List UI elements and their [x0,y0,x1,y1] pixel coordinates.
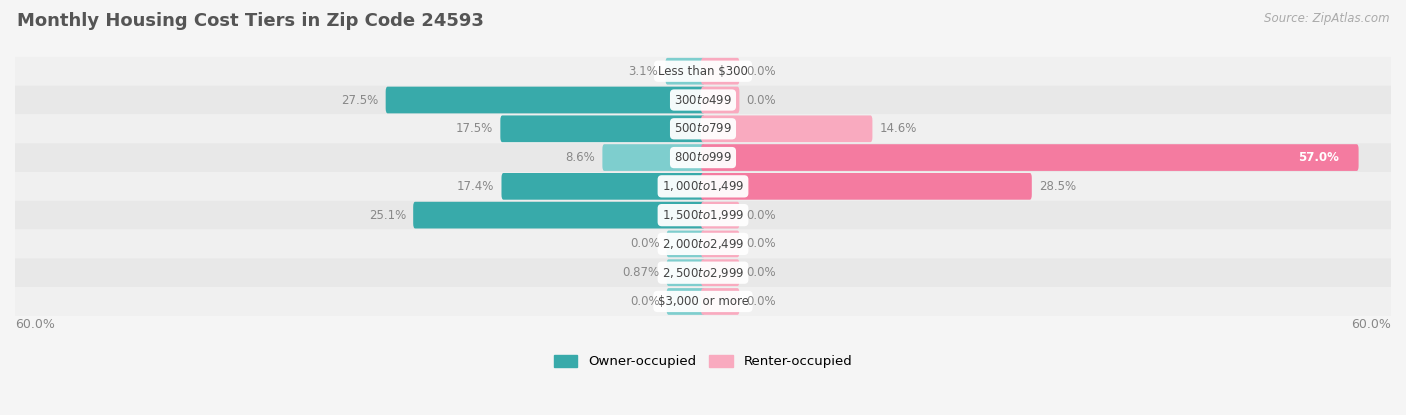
FancyBboxPatch shape [15,57,1391,85]
Text: 17.5%: 17.5% [456,122,494,135]
Text: $500 to $799: $500 to $799 [673,122,733,135]
FancyBboxPatch shape [702,231,740,257]
Text: 0.87%: 0.87% [623,266,659,279]
FancyBboxPatch shape [15,85,1391,115]
Text: 17.4%: 17.4% [457,180,495,193]
Text: 25.1%: 25.1% [368,209,406,222]
Text: 60.0%: 60.0% [1351,318,1391,331]
Text: 0.0%: 0.0% [747,93,776,107]
FancyBboxPatch shape [666,231,704,257]
FancyBboxPatch shape [502,173,704,200]
FancyBboxPatch shape [702,288,740,315]
Text: 3.1%: 3.1% [628,65,658,78]
FancyBboxPatch shape [602,144,704,171]
Text: 0.0%: 0.0% [747,295,776,308]
FancyBboxPatch shape [666,288,704,315]
FancyBboxPatch shape [702,202,740,229]
FancyBboxPatch shape [702,58,740,85]
Text: $3,000 or more: $3,000 or more [658,295,748,308]
Text: 0.0%: 0.0% [630,237,659,250]
Text: 0.0%: 0.0% [747,209,776,222]
Text: $1,500 to $1,999: $1,500 to $1,999 [662,208,744,222]
Text: $800 to $999: $800 to $999 [673,151,733,164]
Text: 0.0%: 0.0% [747,266,776,279]
Text: 0.0%: 0.0% [630,295,659,308]
Text: 60.0%: 60.0% [15,318,55,331]
FancyBboxPatch shape [501,115,704,142]
FancyBboxPatch shape [15,201,1391,229]
Text: 27.5%: 27.5% [342,93,378,107]
Text: 8.6%: 8.6% [565,151,595,164]
FancyBboxPatch shape [15,229,1391,258]
FancyBboxPatch shape [702,144,1358,171]
FancyBboxPatch shape [702,115,872,142]
Text: 57.0%: 57.0% [1299,151,1340,164]
FancyBboxPatch shape [15,258,1391,287]
Text: 0.0%: 0.0% [747,237,776,250]
FancyBboxPatch shape [702,87,740,113]
FancyBboxPatch shape [15,172,1391,201]
Text: 28.5%: 28.5% [1039,180,1076,193]
Text: $300 to $499: $300 to $499 [673,93,733,107]
Text: $1,000 to $1,499: $1,000 to $1,499 [662,179,744,193]
Text: Monthly Housing Cost Tiers in Zip Code 24593: Monthly Housing Cost Tiers in Zip Code 2… [17,12,484,30]
FancyBboxPatch shape [666,259,704,286]
Text: Source: ZipAtlas.com: Source: ZipAtlas.com [1264,12,1389,25]
FancyBboxPatch shape [665,58,704,85]
FancyBboxPatch shape [702,173,1032,200]
Legend: Owner-occupied, Renter-occupied: Owner-occupied, Renter-occupied [554,355,852,368]
Text: 14.6%: 14.6% [880,122,917,135]
FancyBboxPatch shape [385,87,704,113]
FancyBboxPatch shape [15,287,1391,316]
Text: 0.0%: 0.0% [747,65,776,78]
FancyBboxPatch shape [413,202,704,229]
FancyBboxPatch shape [702,259,740,286]
FancyBboxPatch shape [15,115,1391,143]
FancyBboxPatch shape [15,143,1391,172]
Text: $2,000 to $2,499: $2,000 to $2,499 [662,237,744,251]
Text: $2,500 to $2,999: $2,500 to $2,999 [662,266,744,280]
Text: Less than $300: Less than $300 [658,65,748,78]
